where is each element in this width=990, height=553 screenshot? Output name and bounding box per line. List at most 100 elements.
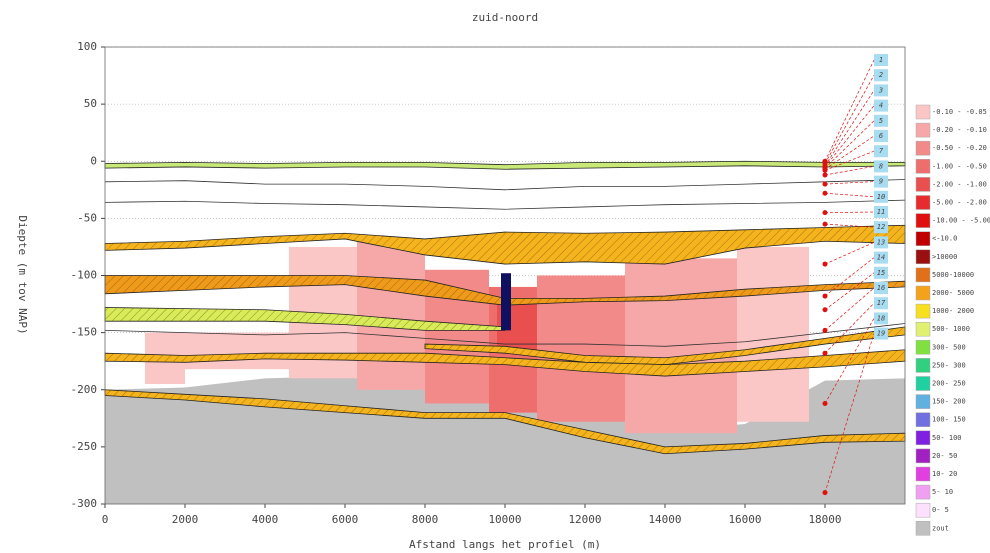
legend-swatch (915, 430, 931, 446)
legend-swatch (915, 394, 931, 409)
filter-point (822, 293, 828, 299)
label-box (874, 221, 888, 234)
legend-swatch (915, 159, 931, 174)
leader-line (824, 181, 875, 185)
label-box (874, 69, 888, 82)
y-tick-label: 0 (90, 154, 97, 167)
x-axis-label: Afstand langs het profiel (m) (409, 538, 601, 551)
label-box (874, 160, 888, 173)
legend-label: -2.00 - -1.00 (932, 180, 987, 188)
legend-label: -5.00 - -2.00 (932, 199, 987, 207)
legend-swatch (915, 376, 931, 391)
filter-point (822, 307, 828, 313)
filter-point (822, 350, 828, 356)
leader-line (824, 105, 875, 168)
legend-swatch (915, 195, 931, 210)
point-label: 3 (878, 86, 883, 94)
legend-swatch (915, 358, 931, 373)
legend-label: zout (932, 524, 949, 532)
filter-point (822, 221, 828, 227)
plot-frame (104, 46, 906, 505)
filter-point (822, 210, 828, 216)
drawdown-cell (737, 246, 809, 422)
leader-line (824, 150, 875, 171)
legend-label: 150- 200 (932, 398, 966, 406)
layer-boundary (104, 179, 906, 191)
legend-label: 5000-10000 (932, 271, 974, 279)
legend-swatch (915, 412, 931, 427)
leader-line (824, 211, 875, 214)
label-box (874, 327, 888, 340)
layer-boundary (104, 199, 906, 210)
y-tick-label: -50 (77, 211, 97, 224)
legend-swatch (915, 448, 931, 464)
legend-swatch (915, 231, 931, 246)
y-tick-label: 50 (84, 97, 97, 110)
point-label: 11 (877, 208, 885, 216)
label-box (874, 251, 888, 264)
label-box (874, 175, 888, 188)
drawdown-cell (357, 241, 425, 390)
filter-point (822, 172, 828, 178)
legend-label: 50- 100 (932, 434, 962, 442)
filter-point (822, 327, 828, 333)
point-label: 13 (877, 238, 885, 246)
legend-swatch (915, 104, 931, 120)
leader-line (824, 242, 875, 265)
point-label: 18 (877, 314, 885, 322)
legend-label: <-10.0 (932, 235, 957, 243)
x-tick-label: 6000 (332, 513, 359, 526)
point-label: 7 (879, 147, 884, 155)
legend-swatch (915, 249, 931, 265)
y-tick-label: -300 (71, 497, 98, 510)
point-label: 19 (877, 330, 885, 338)
layer-hatch (105, 307, 505, 331)
legend-label: -0.10 - -0.05 (932, 108, 987, 116)
label-box (874, 312, 888, 325)
chart-title: zuid-noord (472, 11, 538, 24)
legend-label: -1.00 - -0.50 (932, 162, 987, 170)
legend-label: -10.00 - -5.00 (932, 217, 990, 225)
point-label: 10 (877, 193, 885, 201)
layer-hatch (105, 389, 905, 454)
layer-hatch (105, 275, 905, 306)
point-label: 1 (879, 56, 883, 64)
legend-label: -0.20 - -0.10 (932, 126, 987, 134)
label-box (874, 114, 888, 127)
legend-label: 2000- 5000 (932, 289, 974, 297)
x-tick-label: 10000 (488, 513, 521, 526)
point-label: 6 (879, 132, 883, 140)
x-tick-label: 18000 (808, 513, 841, 526)
legend-swatch (915, 285, 931, 301)
filter-point (822, 181, 828, 187)
label-box (874, 130, 888, 142)
leader-line (824, 287, 875, 331)
filter-point (822, 261, 828, 267)
point-label: 14 (877, 254, 885, 262)
x-tick-label: 2000 (172, 513, 199, 526)
point-label: 12 (877, 223, 885, 231)
layer-hatch (105, 349, 905, 377)
legend-label: 5- 10 (932, 488, 953, 496)
legend-label: 300- 500 (932, 343, 966, 351)
label-box (874, 266, 888, 279)
leader-line (824, 192, 875, 198)
legend-swatch (915, 213, 931, 228)
label-box (874, 145, 888, 158)
y-tick-label: -200 (71, 383, 98, 396)
point-label: 8 (879, 162, 883, 170)
layer-band (104, 160, 906, 170)
layer-hatch (105, 225, 905, 265)
y-tick-label: -100 (71, 269, 98, 282)
label-box (874, 190, 888, 203)
leader-line (824, 223, 875, 228)
legend-label: -0.50 - -0.20 (932, 144, 987, 152)
y-axis-label: Diepte (m tov NAP) (16, 215, 29, 334)
label-box (874, 54, 888, 66)
legend-swatch (915, 484, 931, 500)
point-label: 9 (879, 178, 883, 186)
legend-swatch (915, 340, 931, 355)
point-label: 2 (879, 71, 883, 79)
x-tick-label: 12000 (568, 513, 601, 526)
y-tick-label: 100 (77, 40, 97, 53)
